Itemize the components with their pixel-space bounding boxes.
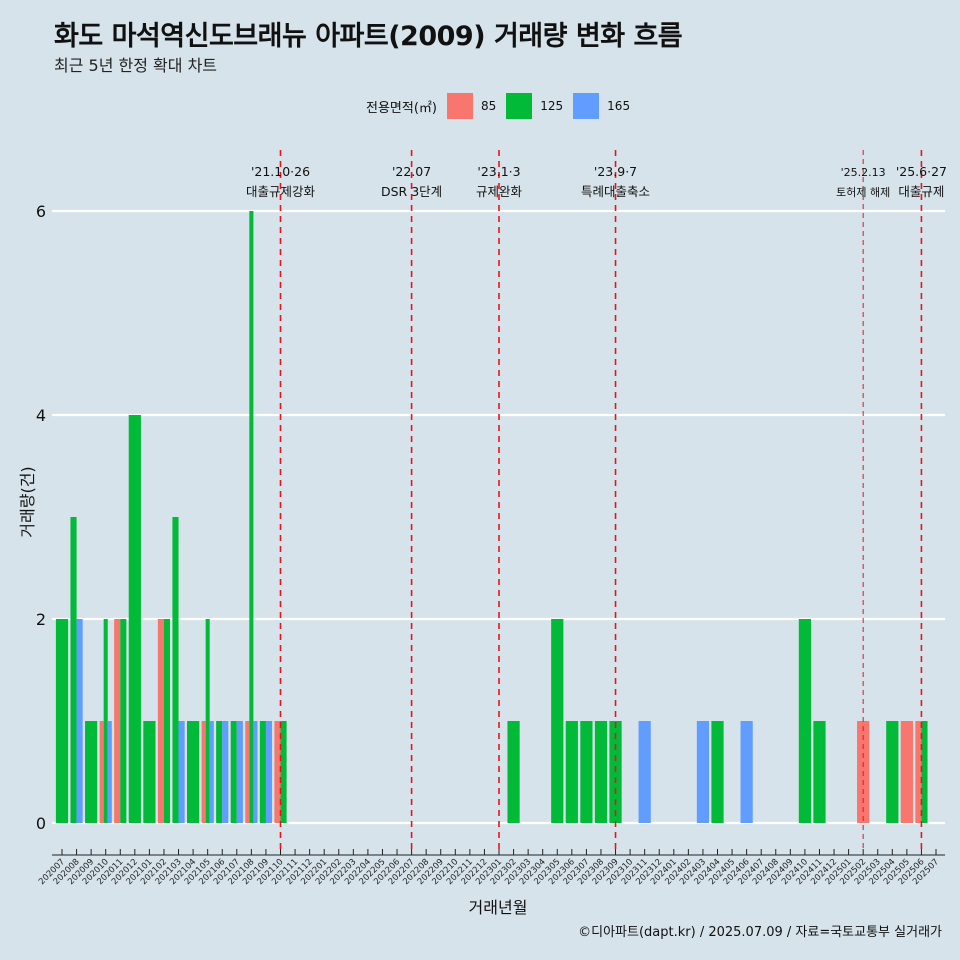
legend-swatch-125 xyxy=(506,93,533,119)
bar-202009-125 xyxy=(85,721,98,823)
bar-202302-125 xyxy=(507,721,520,823)
bar-202105-125 xyxy=(205,619,210,823)
legend-label-165: 165 xyxy=(607,99,631,113)
bar-202311-165 xyxy=(638,721,651,823)
event-date: '21.10·26 xyxy=(251,164,310,179)
bar-202404-125 xyxy=(711,721,724,823)
y-axis-title: 거래량(건) xyxy=(18,466,37,537)
chart-subtitle: 최근 5년 한정 확대 차트 xyxy=(54,56,218,75)
bar-202010-85 xyxy=(99,721,104,823)
bar-202106-125 xyxy=(216,721,223,823)
legend: 전용면적(㎡) 85 125 165 xyxy=(366,93,640,119)
bar-202008-125 xyxy=(70,517,77,823)
bar-202011-125 xyxy=(120,619,127,823)
event-label: 특례대출축소 xyxy=(581,184,650,199)
bar-202410-125 xyxy=(798,619,811,823)
bar-202307-125 xyxy=(580,721,593,823)
bar-202110-125 xyxy=(280,721,287,823)
bar-202101-125 xyxy=(143,721,156,823)
legend-swatch-165 xyxy=(573,93,600,119)
bar-202107-125 xyxy=(230,721,237,823)
bar-202403-165 xyxy=(696,721,710,823)
bar-202103-165 xyxy=(178,721,185,823)
bar-202108-165 xyxy=(253,721,258,823)
source-caption: ©디아파트(dapt.kr) / 2025.07.09 / 자료=국토교통부 실… xyxy=(578,925,942,940)
bar-202103-125 xyxy=(172,517,179,823)
event-date: '22.07 xyxy=(392,164,431,179)
legend-title: 전용면적(㎡) xyxy=(366,100,437,116)
bar-202505-85 xyxy=(900,721,913,823)
bar-202106-165 xyxy=(222,721,229,823)
event-date: '25.2.13 xyxy=(841,166,886,179)
event-label: 대출규제 xyxy=(898,184,944,199)
bar-202105-85 xyxy=(201,721,206,823)
bar-202108-85 xyxy=(245,721,250,823)
bar-202010-165 xyxy=(107,721,112,823)
bar-202506-85 xyxy=(915,721,922,823)
event-date: '23.1·3 xyxy=(477,164,520,179)
bar-202110-85 xyxy=(274,721,281,823)
y-tick-label: 2 xyxy=(36,610,46,629)
chart-title: 화도 마석역신도브래뉴 아파트(2009) 거래량 변화 흐름 xyxy=(54,21,683,52)
bar-202305-125 xyxy=(551,619,564,823)
legend-swatch-85 xyxy=(446,93,473,119)
bar-202010-125 xyxy=(103,619,108,823)
bar-202108-125 xyxy=(249,211,254,823)
bar-202102-85 xyxy=(157,619,164,823)
bar-202107-165 xyxy=(236,721,243,823)
bar-202104-125 xyxy=(187,721,200,823)
event-date: '23.9·7 xyxy=(594,164,637,179)
bar-202504-125 xyxy=(886,721,899,823)
bar-202306-125 xyxy=(565,721,578,823)
bar-202008-165 xyxy=(76,619,83,823)
event-label: 대출규제강화 xyxy=(246,184,316,199)
legend-label-125: 125 xyxy=(540,99,564,113)
bar-202411-125 xyxy=(813,721,826,823)
y-tick-label: 6 xyxy=(36,202,46,221)
bar-202109-165 xyxy=(265,721,273,823)
event-date: '25.6·27 xyxy=(896,164,947,179)
bar-202102-125 xyxy=(163,619,171,823)
bar-202406-165 xyxy=(740,721,753,823)
bar-202012-125 xyxy=(128,415,141,823)
y-tick-label: 4 xyxy=(36,406,46,425)
x-axis-title: 거래년월 xyxy=(469,898,528,917)
event-label: 토허제 해제 xyxy=(836,185,890,199)
legend-label-85: 85 xyxy=(480,99,497,113)
bar-202109-125 xyxy=(259,721,266,823)
event-label: 규제완화 xyxy=(476,184,523,199)
bar-202105-165 xyxy=(209,721,214,823)
event-label: DSR 3단계 xyxy=(381,184,442,199)
bar-202308-125 xyxy=(594,721,608,823)
y-tick-label: 0 xyxy=(36,814,46,833)
bar-202007-125 xyxy=(55,619,69,823)
bar-202011-85 xyxy=(114,619,121,823)
bar-202506-125 xyxy=(921,721,928,823)
